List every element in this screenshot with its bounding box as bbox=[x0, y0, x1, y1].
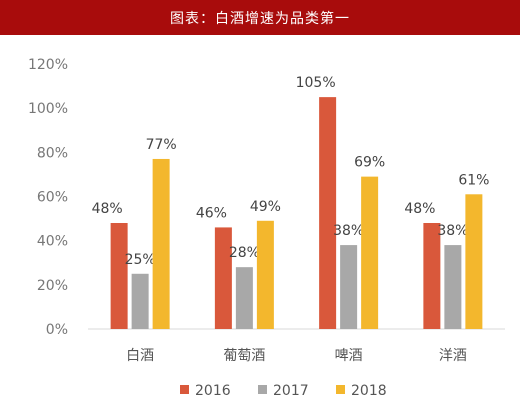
bar-2017 bbox=[131, 273, 149, 329]
category-label: 洋酒 bbox=[439, 348, 467, 364]
category-label: 葡萄酒 bbox=[223, 348, 265, 364]
data-label: 46% bbox=[196, 205, 227, 221]
y-tick-label: 80% bbox=[37, 145, 68, 161]
y-tick-label: 0% bbox=[46, 322, 68, 338]
y-tick-label: 20% bbox=[37, 278, 68, 294]
data-label: 105% bbox=[296, 75, 336, 91]
bar-2017 bbox=[235, 267, 253, 329]
bar-2018 bbox=[361, 176, 379, 329]
data-label: 48% bbox=[404, 201, 435, 217]
chart-title: 图表：白酒增速为品类第一 bbox=[170, 10, 350, 27]
data-label: 25% bbox=[125, 252, 156, 268]
legend-swatch-2016 bbox=[180, 385, 189, 394]
bar-chart: 0% 20% 40% 60% 80% 100% 120% 48% 25% 77% 白酒 46% 28% 4… bbox=[28, 57, 505, 399]
legend-label: 2016 bbox=[195, 383, 231, 399]
data-label: 38% bbox=[333, 223, 364, 239]
data-label: 69% bbox=[354, 155, 385, 171]
bar-2016 bbox=[214, 227, 232, 329]
bar-2018 bbox=[152, 158, 170, 329]
y-tick-label: 60% bbox=[37, 190, 68, 206]
bar-2016 bbox=[319, 97, 337, 329]
legend-swatch-2018 bbox=[336, 385, 345, 394]
y-tick-label: 120% bbox=[28, 57, 68, 73]
bar-2017 bbox=[444, 245, 462, 329]
chart-title-bar: 图表：白酒增速为品类第一 bbox=[0, 0, 520, 35]
data-label: 38% bbox=[437, 223, 468, 239]
bar-2016 bbox=[110, 223, 128, 329]
category-label: 啤酒 bbox=[335, 348, 363, 364]
bar-2016 bbox=[423, 223, 441, 329]
bar-2018 bbox=[256, 220, 274, 329]
data-label: 49% bbox=[250, 199, 281, 215]
y-tick-label: 40% bbox=[37, 234, 68, 250]
y-tick-label: 100% bbox=[28, 101, 68, 117]
bar-2018 bbox=[465, 194, 483, 329]
bar-2017 bbox=[340, 245, 358, 329]
data-label: 48% bbox=[92, 201, 123, 217]
category-label: 白酒 bbox=[126, 348, 154, 364]
data-label: 77% bbox=[146, 137, 177, 153]
data-label: 61% bbox=[458, 172, 489, 188]
data-label: 28% bbox=[229, 245, 260, 261]
legend-label: 2018 bbox=[351, 383, 387, 399]
legend-label: 2017 bbox=[273, 383, 309, 399]
legend-swatch-2017 bbox=[258, 385, 267, 394]
